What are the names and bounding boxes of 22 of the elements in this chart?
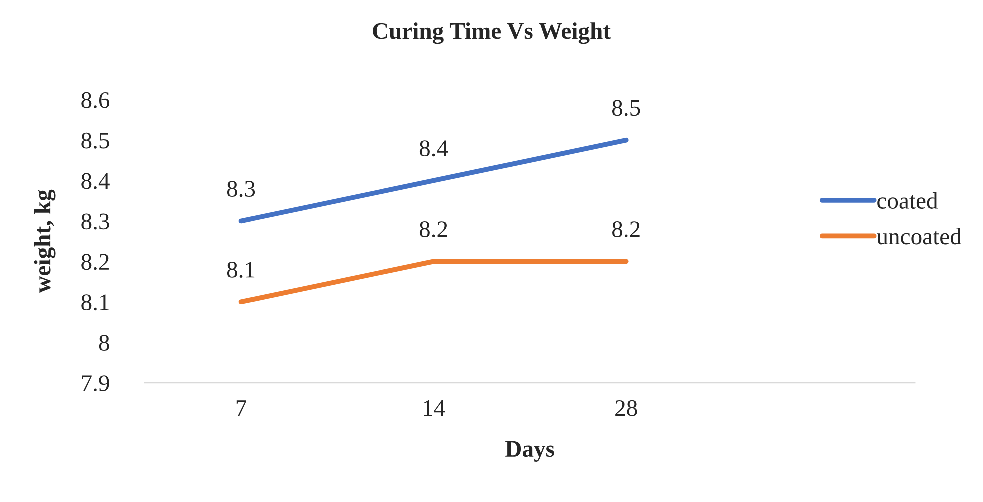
- legend-label: uncoated: [877, 228, 962, 245]
- legend-label: coated: [878, 192, 938, 209]
- y-tick-label: 8.6: [82, 92, 110, 108]
- x-tick-label: 14: [424, 400, 446, 416]
- y-tick-label: 8.5: [82, 132, 110, 149]
- x-tick-label: 28: [616, 400, 638, 416]
- data-label: 8.4: [420, 140, 448, 157]
- data-label: 8.3: [227, 181, 256, 198]
- data-label: 8.1: [227, 262, 255, 278]
- y-tick-label: 8.4: [82, 173, 110, 190]
- data-label: 8.2: [612, 222, 640, 238]
- chart-title: Curing Time Vs Weight: [373, 22, 611, 44]
- y-axis-title: weight, kg: [34, 190, 56, 294]
- y-tick-label: 8: [99, 335, 110, 352]
- y-tick-label: 8.3: [82, 214, 110, 230]
- y-tick-label: 7.9: [82, 376, 110, 392]
- x-axis-title: Days: [506, 441, 554, 462]
- data-label: 8.5: [612, 100, 640, 116]
- y-tick-label: 8.1: [82, 294, 109, 311]
- data-label: 8.2: [420, 222, 448, 238]
- y-tick-label: 8.2: [82, 254, 109, 270]
- x-tick-label: 7: [236, 400, 246, 416]
